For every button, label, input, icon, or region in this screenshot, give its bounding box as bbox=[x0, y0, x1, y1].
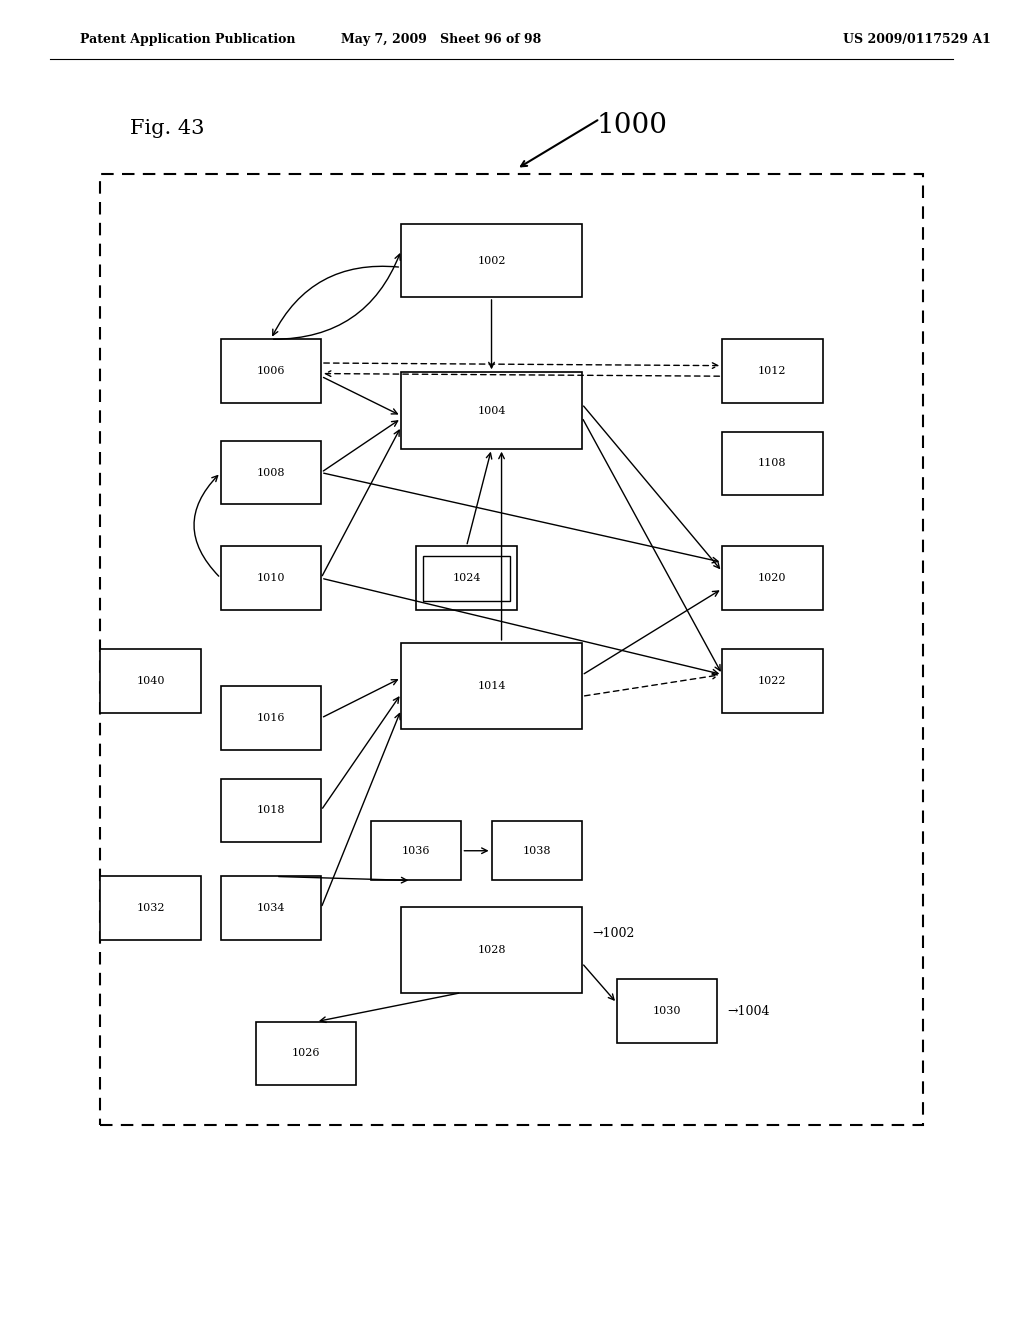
Bar bbox=[221, 686, 321, 750]
Text: 1010: 1010 bbox=[257, 573, 285, 583]
Bar bbox=[492, 821, 582, 880]
Text: 1020: 1020 bbox=[758, 573, 786, 583]
Bar bbox=[401, 643, 582, 729]
Text: 1004: 1004 bbox=[477, 405, 506, 416]
Text: 1034: 1034 bbox=[257, 903, 285, 913]
Text: 1028: 1028 bbox=[477, 945, 506, 954]
Bar bbox=[401, 907, 582, 993]
Text: 1014: 1014 bbox=[477, 681, 506, 690]
Bar bbox=[401, 372, 582, 449]
Bar bbox=[722, 649, 822, 713]
Text: 1032: 1032 bbox=[136, 903, 165, 913]
Bar bbox=[100, 174, 923, 1125]
Bar bbox=[100, 876, 201, 940]
Text: →1004: →1004 bbox=[727, 1005, 770, 1018]
Text: 1018: 1018 bbox=[257, 805, 285, 816]
Text: 1022: 1022 bbox=[758, 676, 786, 686]
Bar bbox=[401, 224, 582, 297]
Text: 1006: 1006 bbox=[257, 366, 285, 376]
Text: 1030: 1030 bbox=[653, 1006, 681, 1016]
Text: Fig. 43: Fig. 43 bbox=[130, 119, 205, 137]
Bar bbox=[722, 432, 822, 495]
Text: 1000: 1000 bbox=[597, 112, 668, 139]
Bar bbox=[221, 339, 321, 403]
Text: 1008: 1008 bbox=[257, 467, 285, 478]
Bar bbox=[722, 546, 822, 610]
Text: 1012: 1012 bbox=[758, 366, 786, 376]
Text: Patent Application Publication: Patent Application Publication bbox=[80, 33, 296, 46]
Text: 1108: 1108 bbox=[758, 458, 786, 469]
Text: May 7, 2009   Sheet 96 of 98: May 7, 2009 Sheet 96 of 98 bbox=[341, 33, 542, 46]
Text: 1038: 1038 bbox=[522, 846, 551, 855]
Bar bbox=[722, 339, 822, 403]
Bar bbox=[616, 979, 717, 1043]
Bar bbox=[221, 441, 321, 504]
Text: 1002: 1002 bbox=[477, 256, 506, 265]
Text: 1024: 1024 bbox=[453, 573, 480, 583]
Bar bbox=[417, 546, 516, 610]
Bar bbox=[221, 546, 321, 610]
Bar bbox=[100, 649, 201, 713]
Text: 1036: 1036 bbox=[402, 846, 430, 855]
Bar bbox=[371, 821, 462, 880]
Text: US 2009/0117529 A1: US 2009/0117529 A1 bbox=[843, 33, 990, 46]
Text: 1016: 1016 bbox=[257, 713, 285, 723]
Text: →1002: →1002 bbox=[592, 928, 634, 940]
Text: 1040: 1040 bbox=[136, 676, 165, 686]
Bar bbox=[221, 876, 321, 940]
Bar bbox=[423, 556, 510, 601]
Bar bbox=[221, 779, 321, 842]
Bar bbox=[256, 1022, 356, 1085]
Text: 1026: 1026 bbox=[292, 1048, 321, 1059]
